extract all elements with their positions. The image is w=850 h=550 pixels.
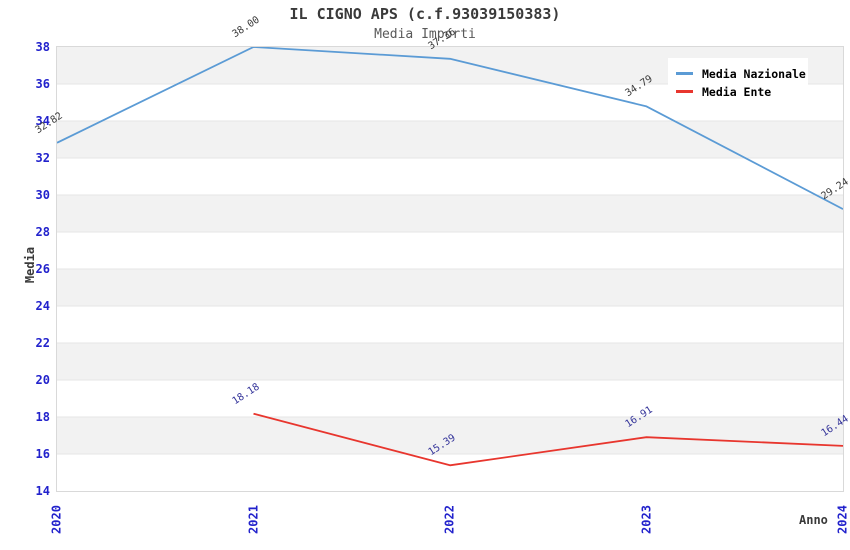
grid-band — [57, 121, 843, 158]
y-tick-label: 36 — [35, 77, 50, 91]
series-line-1 — [253, 412, 843, 467]
y-tick-label: 16 — [35, 447, 50, 461]
y-tick-label: 28 — [35, 225, 50, 239]
legend-line-swatch-icon — [676, 90, 693, 93]
chart-title: IL CIGNO APS (c.f.93039150383) — [289, 5, 561, 23]
legend-item-media-nazionale: Media Nazionale — [676, 65, 808, 82]
y-tick-label: 22 — [35, 336, 50, 350]
legend-label-media-nazionale: Media Nazionale — [702, 66, 806, 81]
grid-band — [57, 417, 843, 454]
legend-item-media-ente: Media Ente — [676, 83, 808, 100]
chart-subtitle: Media Importi — [374, 27, 476, 42]
legend-line-swatch-icon — [676, 72, 693, 75]
x-tick-label: 2020 — [49, 505, 64, 534]
plot-area — [57, 47, 843, 491]
grid-band — [57, 343, 843, 380]
plot-canvas — [57, 47, 843, 467]
x-tick-label: 2024 — [835, 505, 850, 534]
y-tick-label: 24 — [35, 299, 50, 313]
y-tick-label: 18 — [35, 410, 50, 424]
y-tick-label: 34 — [35, 114, 50, 128]
y-tick-label: 32 — [35, 151, 50, 165]
grid-band — [57, 195, 843, 232]
x-axis-label: Anno — [799, 513, 828, 527]
x-tick-label: 2023 — [639, 505, 653, 534]
y-tick-label: 14 — [35, 484, 50, 498]
x-tick-label: 2021 — [246, 505, 260, 534]
y-tick-label: 20 — [35, 373, 50, 387]
series-line-0 — [57, 47, 843, 210]
legend: Media Nazionale Media Ente — [668, 58, 808, 106]
y-tick-label: 26 — [35, 262, 50, 276]
y-tick-label: 30 — [35, 188, 50, 202]
x-tick-label: 2022 — [442, 505, 457, 534]
y-tick-label: 38 — [35, 40, 50, 54]
legend-label-media-ente: Media Ente — [702, 84, 772, 99]
grid-band — [57, 269, 843, 306]
